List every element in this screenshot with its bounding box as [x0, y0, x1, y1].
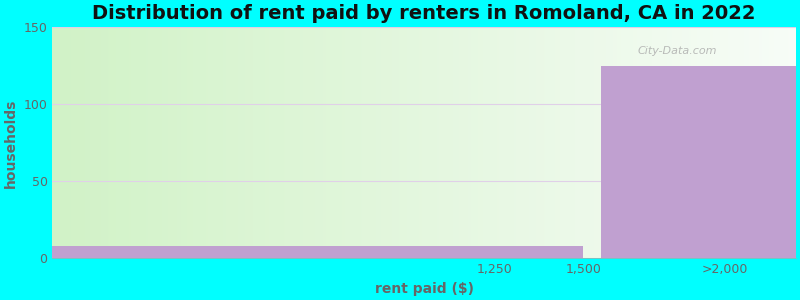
Bar	[53, 246, 583, 258]
Bar	[601, 66, 796, 258]
Title: Distribution of rent paid by renters in Romoland, CA in 2022: Distribution of rent paid by renters in …	[92, 4, 756, 23]
X-axis label: rent paid ($): rent paid ($)	[374, 282, 474, 296]
Text: City-Data.com: City-Data.com	[637, 46, 717, 56]
Y-axis label: households: households	[4, 98, 18, 188]
